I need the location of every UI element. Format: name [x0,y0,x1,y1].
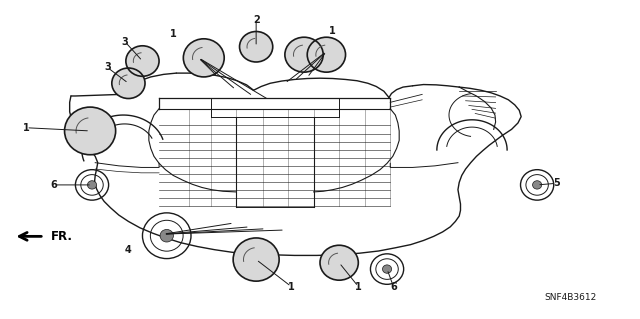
Ellipse shape [320,245,358,280]
Ellipse shape [160,229,173,242]
Ellipse shape [532,181,541,189]
Ellipse shape [183,39,224,77]
Text: 3: 3 [104,63,111,72]
Text: 4: 4 [125,245,132,255]
Text: SNF4B3612: SNF4B3612 [544,293,596,302]
Text: 1: 1 [330,26,336,36]
Ellipse shape [233,238,279,281]
Text: 1: 1 [355,282,362,292]
Text: 1: 1 [23,123,29,133]
Ellipse shape [126,46,159,76]
Text: 2: 2 [253,15,259,25]
Ellipse shape [307,37,346,72]
Text: FR.: FR. [51,230,72,243]
Text: 6: 6 [390,282,397,292]
Ellipse shape [285,37,323,72]
Text: 1: 1 [170,29,177,39]
Ellipse shape [239,32,273,62]
Text: 5: 5 [553,178,559,188]
Ellipse shape [383,265,392,273]
Text: 3: 3 [122,37,129,47]
Ellipse shape [112,68,145,99]
Text: 1: 1 [288,282,294,292]
Ellipse shape [65,107,116,155]
Text: 6: 6 [51,180,57,190]
Ellipse shape [88,181,97,189]
